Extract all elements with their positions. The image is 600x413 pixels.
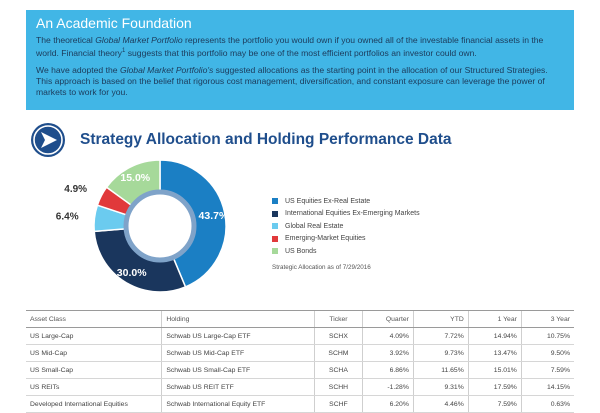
legend-label: US Equities Ex-Real Estate xyxy=(285,197,371,205)
legend-swatch xyxy=(272,235,278,242)
cell-holding: Schwab US Mid-Cap ETF xyxy=(161,344,315,362)
slice-value-label: 15.0% xyxy=(120,172,150,184)
cell-asset-class: US Mid-Cap xyxy=(26,344,162,362)
col-ytd: YTD xyxy=(412,310,469,328)
footnote-marker: 1 xyxy=(121,48,126,55)
cell-ticker: SCHA xyxy=(314,361,363,379)
cell-3-year: 14.15% xyxy=(520,378,574,396)
legend-item: Global Real Estate xyxy=(272,220,472,232)
cell-holding: Schwab US Large-Cap ETF xyxy=(161,327,315,345)
cell-holding: Schwab US Small-Cap ETF xyxy=(161,361,315,379)
intro-p1-text-c: suggests that this portfolio may be one … xyxy=(125,48,477,59)
cell-asset-class: US Large-Cap xyxy=(26,327,162,345)
slice-value-label: 6.4% xyxy=(56,212,79,223)
cell-1-year: 14.94% xyxy=(467,327,522,345)
cell-ticker: SCHM xyxy=(314,344,363,362)
col-ticker: Ticker xyxy=(314,310,363,328)
allocation-donut-chart: 43.7% 30.0% 6.4% 4.9% 15.0% xyxy=(56,156,238,296)
intro-p1-emphasis: Global Market Portfolio xyxy=(95,35,183,45)
chart-legend: US Equities Ex-Real Estate International … xyxy=(272,195,472,258)
col-3-year: 3 Year xyxy=(520,310,574,328)
cell-ytd: 7.72% xyxy=(412,327,469,345)
intro-paragraph-2: We have adopted the Global Market Portfo… xyxy=(36,65,564,99)
legend-swatch xyxy=(272,210,278,217)
table-row: US Large-Cap Schwab US Large-Cap ETF SCHX 4… xyxy=(26,327,574,345)
allocation-date-note: Strategic Allocation as of 7/29/2016 xyxy=(272,264,371,271)
cell-holding: Schwab International Equity ETF xyxy=(161,395,315,413)
cell-holding: Schwab US REIT ETF xyxy=(161,378,315,396)
cell-3-year: 0.63% xyxy=(520,395,574,413)
legend-label: US Bonds xyxy=(285,247,317,255)
cell-1-year: 17.59% xyxy=(467,378,522,396)
play-arrow-icon xyxy=(31,123,65,157)
col-1-year: 1 Year xyxy=(467,310,522,328)
intro-p2-emphasis: Global Market Portfolio's xyxy=(119,64,214,75)
section-title: Strategy Allocation and Holding Performa… xyxy=(80,131,452,148)
cell-ytd: 4.46% xyxy=(412,395,469,413)
cell-ticker: SCHH xyxy=(314,378,363,396)
cell-1-year: 13.47% xyxy=(467,344,522,362)
donut-svg: 43.7% 30.0% 6.4% 4.9% 15.0% xyxy=(56,159,229,293)
cell-asset-class: US Small-Cap xyxy=(26,361,162,379)
donut-center-ring xyxy=(123,189,197,263)
legend-label: Global Real Estate xyxy=(285,222,344,230)
col-holding: Holding xyxy=(161,310,315,328)
col-asset-class: Asset Class xyxy=(26,310,162,328)
intro-panel: An Academic Foundation The theoretical G… xyxy=(26,10,574,110)
legend-item: US Equities Ex-Real Estate xyxy=(272,195,472,207)
table-row: US REITs Schwab US REIT ETF SCHH -1.28% 9.31… xyxy=(26,378,574,396)
section-header: Strategy Allocation and Holding Performa… xyxy=(30,122,570,158)
legend-item: International Equities Ex-Emerging Marke… xyxy=(272,208,472,220)
legend-item: US Bonds xyxy=(272,245,472,257)
intro-title: An Academic Foundation xyxy=(36,15,192,31)
cell-ytd: 11.65% xyxy=(412,361,469,379)
col-quarter: Quarter xyxy=(361,310,414,328)
cell-ytd: 9.31% xyxy=(412,378,469,396)
cell-asset-class: US REITs xyxy=(26,378,162,396)
legend-label: Emerging-Market Equities xyxy=(285,235,366,242)
table-header-row: Asset Class Holding Ticker Quarter YTD 1… xyxy=(26,310,574,328)
table-row: Developed International Equities Schwab I… xyxy=(26,395,574,413)
slice-value-label: 43.7% xyxy=(199,210,229,222)
legend-swatch xyxy=(272,248,278,254)
slice-value-label: 4.9% xyxy=(64,184,87,195)
cell-1-year: 7.59% xyxy=(467,395,522,413)
cell-quarter: 3.92% xyxy=(361,344,414,362)
cell-1-year: 15.01% xyxy=(467,361,522,379)
cell-quarter: 6.86% xyxy=(361,361,414,379)
cell-ticker: SCHX xyxy=(314,327,363,345)
holdings-table: Asset Class Holding Ticker Quarter YTD 1… xyxy=(26,310,574,413)
legend-label: International Equities Ex-Emerging Marke… xyxy=(285,210,420,217)
legend-swatch xyxy=(272,223,278,229)
intro-p1-text-a: The theoretical xyxy=(36,35,96,45)
intro-paragraph-1: The theoretical Global Market Portfolio … xyxy=(36,35,564,60)
cell-ticker: SCHF xyxy=(314,395,363,413)
cell-quarter: 6.20% xyxy=(361,395,414,413)
cell-quarter: -1.28% xyxy=(361,378,414,396)
table-row: US Small-Cap Schwab US Small-Cap ETF SCHA 6… xyxy=(26,361,574,379)
cell-asset-class: Developed International Equities xyxy=(26,395,162,413)
intro-p1-text-b: represents the portfolio you would own i… xyxy=(36,35,544,59)
cell-ytd: 9.73% xyxy=(412,344,469,362)
cell-quarter: 4.09% xyxy=(361,327,414,345)
cell-3-year: 9.50% xyxy=(520,344,574,362)
intro-p2-text-a: We have adopted the xyxy=(36,64,120,75)
slice-value-label: 30.0% xyxy=(117,267,147,279)
legend-item: Emerging-Market Equities xyxy=(272,233,472,245)
intro-p2-text-b: suggested allocations as the starting po… xyxy=(36,64,548,98)
legend-swatch xyxy=(272,198,278,204)
cell-3-year: 7.59% xyxy=(520,361,574,379)
table-row: US Mid-Cap Schwab US Mid-Cap ETF SCHM 3.92%… xyxy=(26,344,574,362)
cell-3-year: 10.75% xyxy=(520,327,574,345)
